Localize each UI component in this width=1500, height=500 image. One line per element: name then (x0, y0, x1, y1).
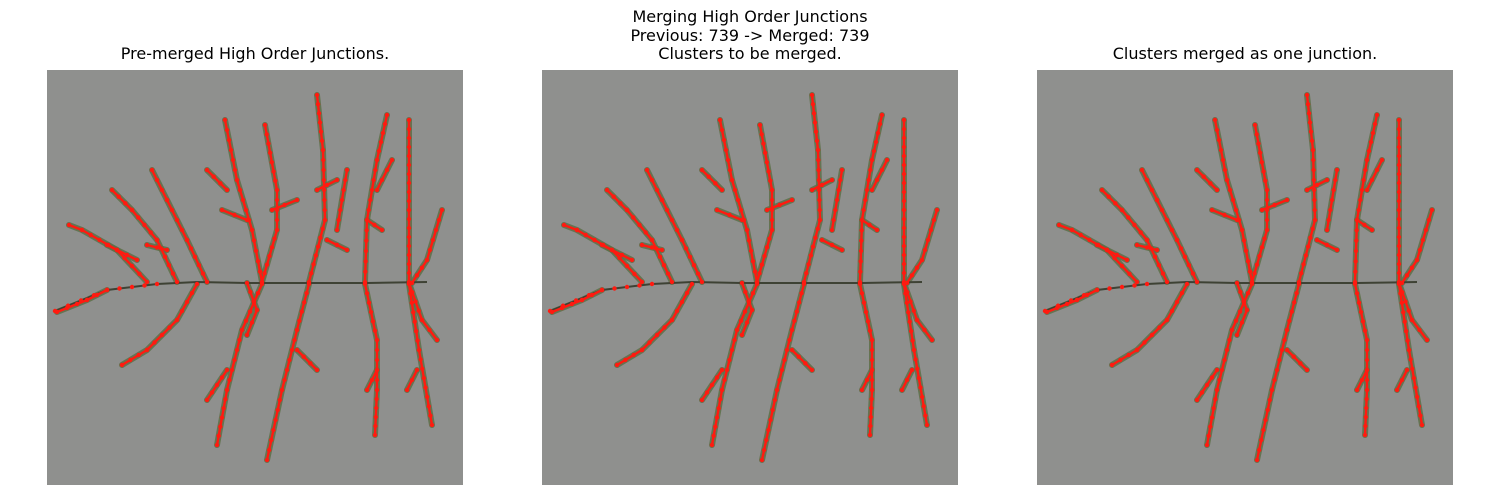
panel-3-image (1037, 70, 1453, 485)
specimen-photo (1037, 70, 1453, 485)
panel-1-image (47, 70, 463, 485)
specimen-photo (47, 70, 463, 485)
panel-2-title: Clusters to be merged. (658, 44, 842, 63)
junction-markers (547, 92, 940, 463)
specimen-photo (542, 70, 958, 485)
figure-title-line-1: Merging High Order Junctions (632, 7, 868, 26)
main-stem (1044, 280, 1418, 312)
junction-markers (52, 92, 445, 463)
panel-1-title: Pre-merged High Order Junctions. (120, 44, 390, 63)
figure-title-line-2: Previous: 739 -> Merged: 739 (630, 26, 870, 45)
junction-markers (1042, 92, 1435, 463)
panel-2-image (542, 70, 958, 485)
main-stem (549, 280, 923, 312)
panel-3-title: Clusters merged as one junction. (1112, 44, 1378, 63)
figure-title: Merging High Order Junctions Previous: 7… (0, 7, 1500, 45)
main-stem (54, 280, 428, 312)
